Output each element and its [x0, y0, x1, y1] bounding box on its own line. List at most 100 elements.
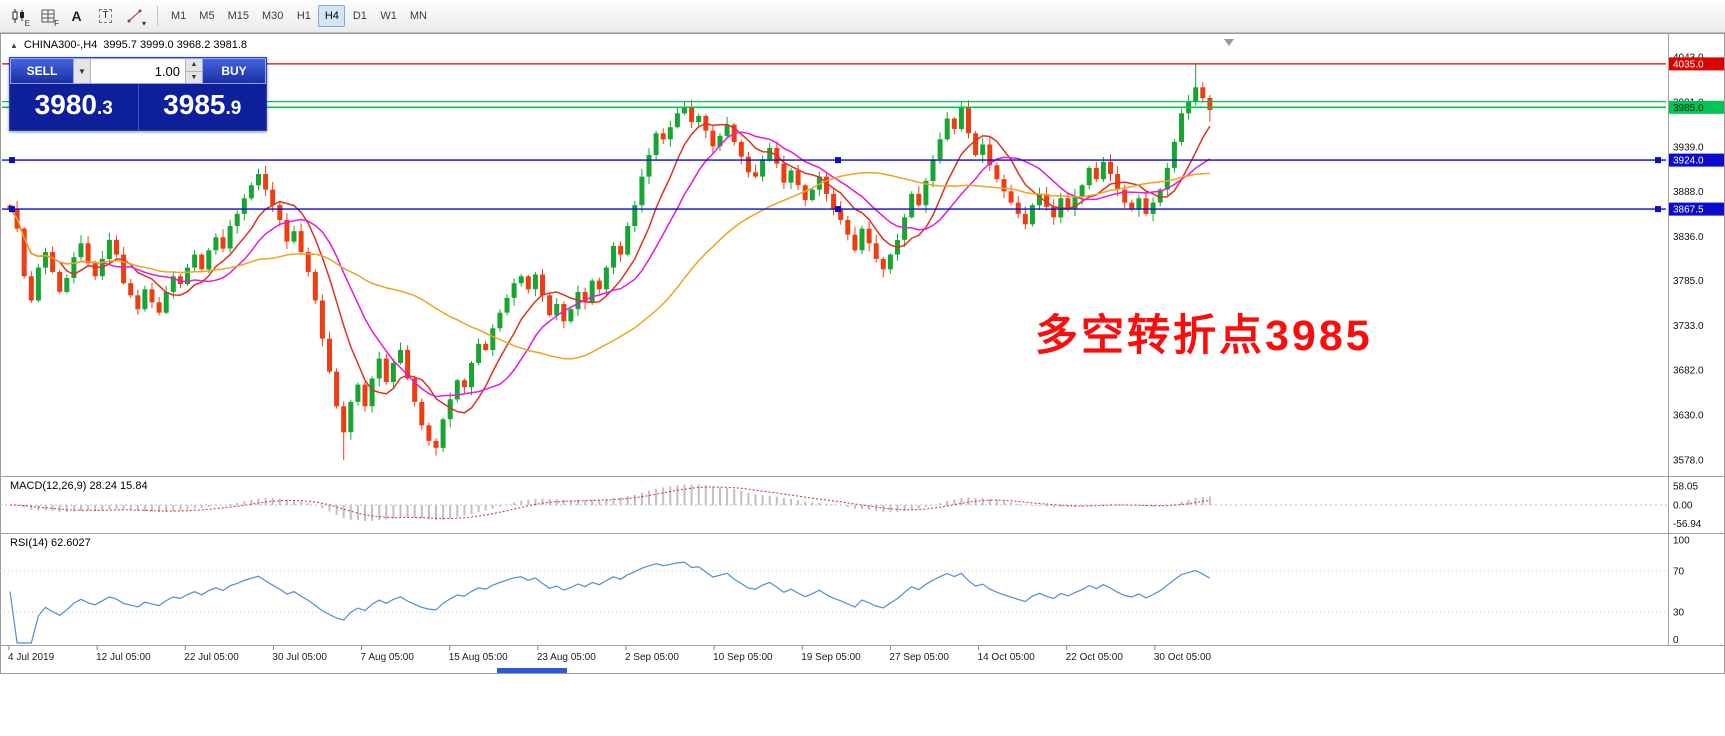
chart-canvas[interactable]: 4043.03991.03939.03888.03836.03785.03733… [0, 33, 1725, 736]
volume-input[interactable] [91, 59, 185, 83]
tf-h4[interactable]: H4 [318, 5, 346, 27]
tf-d1[interactable]: D1 [346, 5, 373, 27]
tf-mn[interactable]: MN [404, 5, 433, 27]
price-tick: 3939.0 [1673, 143, 1704, 154]
macd-tick: 58.05 [1673, 482, 1698, 493]
grid-glyph [41, 9, 54, 23]
price-label-box [1669, 57, 1724, 71]
rsi-tick: 100 [1673, 536, 1690, 547]
sell-price-main: 3980 [34, 89, 97, 120]
volume-increase-icon[interactable]: ▲ [186, 59, 202, 72]
dropdown-arrow-icon: ▾ [141, 18, 146, 28]
time-label: 19 Sep 05:00 [801, 652, 861, 663]
ohlc-values: 3995.7 3999.0 3968.2 3981.8 [103, 39, 248, 51]
buy-button[interactable]: BUY [202, 58, 266, 84]
letter-t-glyph: T [99, 9, 112, 23]
candlestick-glyph [12, 9, 24, 23]
sell-button[interactable]: SELL [10, 58, 74, 84]
trade-prices-row: 3980 .3 3985 .9 [10, 84, 266, 130]
line-handle[interactable] [1655, 157, 1661, 164]
chart-header: ▲ CHINA300-,H4 3995.7 3999.0 3968.2 3981… [10, 39, 247, 51]
sell-price-frac: .3 [96, 98, 113, 119]
line-handle[interactable] [1655, 206, 1661, 213]
ma-line-medium [9, 131, 1211, 398]
price-label-box [1669, 202, 1724, 216]
price-label-box [1669, 100, 1724, 114]
chart-area: 4043.03991.03939.03888.03836.03785.03733… [0, 33, 1725, 736]
line-handle[interactable] [835, 206, 841, 213]
tf-w1[interactable]: W1 [374, 5, 403, 27]
price-label-text: 4035.0 [1673, 59, 1704, 70]
time-label: 2 Sep 05:00 [625, 652, 679, 663]
price-label-text: 3924.0 [1673, 156, 1704, 167]
rsi-tick: 70 [1673, 566, 1685, 577]
buy-price-button[interactable]: 3985 .9 [137, 84, 267, 130]
line-handle[interactable] [9, 206, 15, 213]
price-tick: 3785.0 [1673, 276, 1704, 287]
time-label: 30 Oct 05:00 [1154, 652, 1212, 663]
indicator-grid-icon[interactable]: F [34, 4, 61, 29]
macd-layer [0, 484, 1668, 522]
price-tick: 3578.0 [1673, 456, 1704, 467]
toolbar-separator [157, 6, 158, 26]
macd-tick: 0.00 [1673, 501, 1693, 512]
volume-spinner: ▲ ▼ [185, 59, 202, 83]
toolbar: E F A T ▾ M1 M5 [0, 0, 1725, 33]
line-handle[interactable] [835, 157, 841, 164]
time-label: 23 Aug 05:00 [537, 652, 596, 663]
tf-m30[interactable]: M30 [256, 5, 289, 27]
price-tick: 3836.0 [1673, 232, 1704, 243]
price-label-box [1669, 153, 1724, 167]
time-label: 10 Sep 05:00 [713, 652, 773, 663]
time-label: 7 Aug 05:00 [361, 652, 415, 663]
rsi-label: RSI(14) 62.6027 [10, 537, 91, 549]
tool-badge: E [24, 18, 30, 28]
volume-control: ▼ ▲ ▼ [74, 58, 202, 84]
candlestick-chart-icon[interactable]: E [5, 4, 32, 29]
line-handle[interactable] [9, 157, 15, 164]
timeframe-group: M1 M5 M15 M30 H1 H4 D1 W1 MN [165, 5, 434, 27]
rsi-tick: 30 [1673, 608, 1685, 619]
macd-signal-line [9, 486, 1210, 520]
volume-dropdown-icon[interactable]: ▼ [74, 59, 91, 83]
time-label: 22 Oct 05:00 [1066, 652, 1124, 663]
price-tick: 3888.0 [1673, 187, 1704, 198]
collapse-arrow-icon[interactable]: ▲ [10, 40, 18, 50]
taskbar-fragment [497, 668, 567, 673]
buy-price-main: 3985 [163, 89, 226, 120]
time-label: 12 Jul 05:00 [96, 652, 151, 663]
sell-price-button[interactable]: 3980 .3 [10, 84, 138, 130]
time-label: 4 Jul 2019 [8, 652, 55, 663]
one-click-trading-panel: SELL ▼ ▲ ▼ BUY 3980 .3 3985 [9, 57, 267, 131]
time-label: 22 Jul 05:00 [184, 652, 239, 663]
chart-shift-marker[interactable] [1224, 39, 1234, 46]
tool-badge: F [54, 18, 59, 28]
rsi-tick: 0 [1673, 635, 1679, 646]
macd-tick: -56.94 [1673, 519, 1702, 530]
ma-line-slow [9, 171, 1210, 360]
buy-price-frac: .9 [225, 98, 242, 119]
price-tick: 3682.0 [1673, 365, 1704, 376]
text-label-tool[interactable]: A [63, 4, 90, 29]
tf-m5[interactable]: M5 [193, 5, 220, 27]
time-label: 27 Sep 05:00 [889, 652, 949, 663]
macd-label: MACD(12,26,9) 28.24 15.84 [10, 480, 148, 492]
symbol-timeframe: CHINA300-,H4 [23, 39, 98, 51]
line-studies-tool[interactable]: ▾ [121, 4, 148, 29]
rsi-layer [0, 561, 1668, 644]
trend-annotation[interactable]: 多空转折点3985 [1035, 312, 1373, 360]
trade-controls-row: SELL ▼ ▲ ▼ BUY [10, 58, 266, 84]
tf-h1[interactable]: H1 [290, 5, 317, 27]
tf-m1[interactable]: M1 [165, 5, 192, 27]
trendline-glyph [127, 9, 141, 23]
price-label-text: 3985.0 [1673, 103, 1704, 114]
tf-m15[interactable]: M15 [222, 5, 255, 27]
time-label: 30 Jul 05:00 [272, 652, 327, 663]
volume-decrease-icon[interactable]: ▼ [186, 71, 202, 83]
price-label-text: 3867.5 [1673, 205, 1704, 216]
price-tick: 3733.0 [1673, 321, 1704, 332]
rsi-line [9, 561, 1211, 644]
text-box-tool[interactable]: T [92, 4, 119, 29]
time-label: 14 Oct 05:00 [978, 652, 1036, 663]
